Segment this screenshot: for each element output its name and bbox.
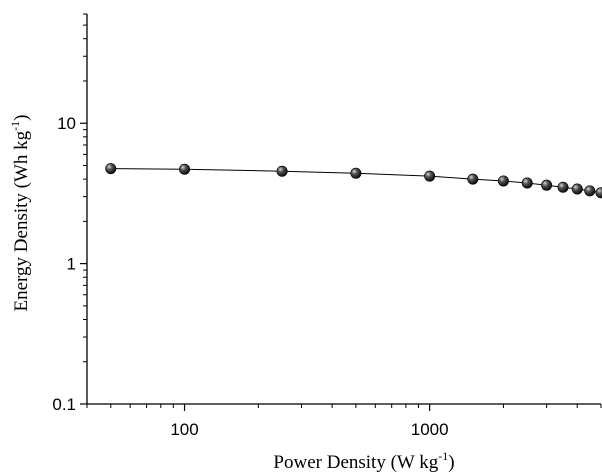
- y-tick-label: 0.1: [52, 395, 76, 414]
- data-point: [571, 183, 583, 195]
- tick-labels: 100 1000 0.1 1 10: [52, 114, 448, 439]
- x-tick-label: 100: [170, 420, 198, 439]
- data-point: [350, 167, 362, 179]
- data-point: [105, 163, 117, 175]
- data-point: [557, 181, 569, 193]
- data-point: [595, 187, 602, 199]
- data-point: [541, 179, 553, 191]
- data-point: [497, 175, 509, 187]
- data-point: [467, 173, 479, 185]
- y-tick-label: 10: [57, 114, 76, 133]
- minor-ticks: [83, 13, 602, 408]
- data-point: [584, 185, 596, 197]
- y-axis-title: Energy Density (Wh kg-1): [8, 115, 32, 312]
- x-axis-title: Power Density (W kg-1): [273, 449, 454, 473]
- x-tick-label: 1000: [411, 420, 449, 439]
- data-point: [424, 170, 436, 182]
- major-ticks: [80, 122, 431, 411]
- data-point: [521, 177, 533, 189]
- data-points: [105, 163, 602, 199]
- data-point: [276, 165, 288, 177]
- data-point: [179, 163, 191, 175]
- y-tick-label: 1: [67, 255, 76, 274]
